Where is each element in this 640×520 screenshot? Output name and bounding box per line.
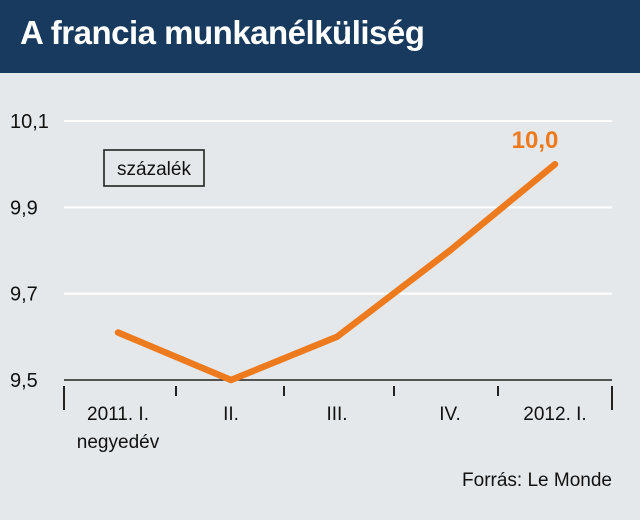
unit-label-box: százalék (103, 149, 205, 187)
source-note: Forrás: Le Monde (462, 470, 612, 491)
x-tick-label: 2012. I. (523, 404, 586, 425)
x-tick-label: IV. (439, 404, 461, 425)
series-line-group (114, 160, 559, 384)
gridlines (64, 120, 612, 295)
data-labels: 10,0 (512, 127, 559, 154)
y-axis-tick-labels: 10,1 9,9 9,7 9,5 (10, 111, 49, 392)
series-line (114, 160, 559, 384)
x-axis: 2011. I. negyedév II. III. IV. 2012. I. (63, 379, 613, 453)
data-label: 10,0 (512, 127, 559, 154)
unit-label: százalék (117, 159, 191, 180)
chart-title: A francia munkanélküliség (20, 14, 425, 51)
x-tick-label: II. (223, 404, 239, 425)
y-tick-label: 9,5 (10, 370, 38, 392)
x-tick-label: 2011. I. (87, 404, 149, 425)
unit-label-border (103, 149, 205, 187)
y-tick-label: 9,7 (10, 284, 38, 306)
header-bar: A francia munkanélküliség (0, 0, 640, 73)
y-tick-label: 9,9 (10, 197, 38, 219)
x-tick-label: III. (326, 404, 347, 425)
x-tick-label: negyedév (77, 432, 160, 453)
line-chart: 10,1 9,9 9,7 9,5 2011. I. negyedév II. III. IV.… (10, 111, 613, 453)
y-tick-label: 10,1 (10, 111, 49, 133)
